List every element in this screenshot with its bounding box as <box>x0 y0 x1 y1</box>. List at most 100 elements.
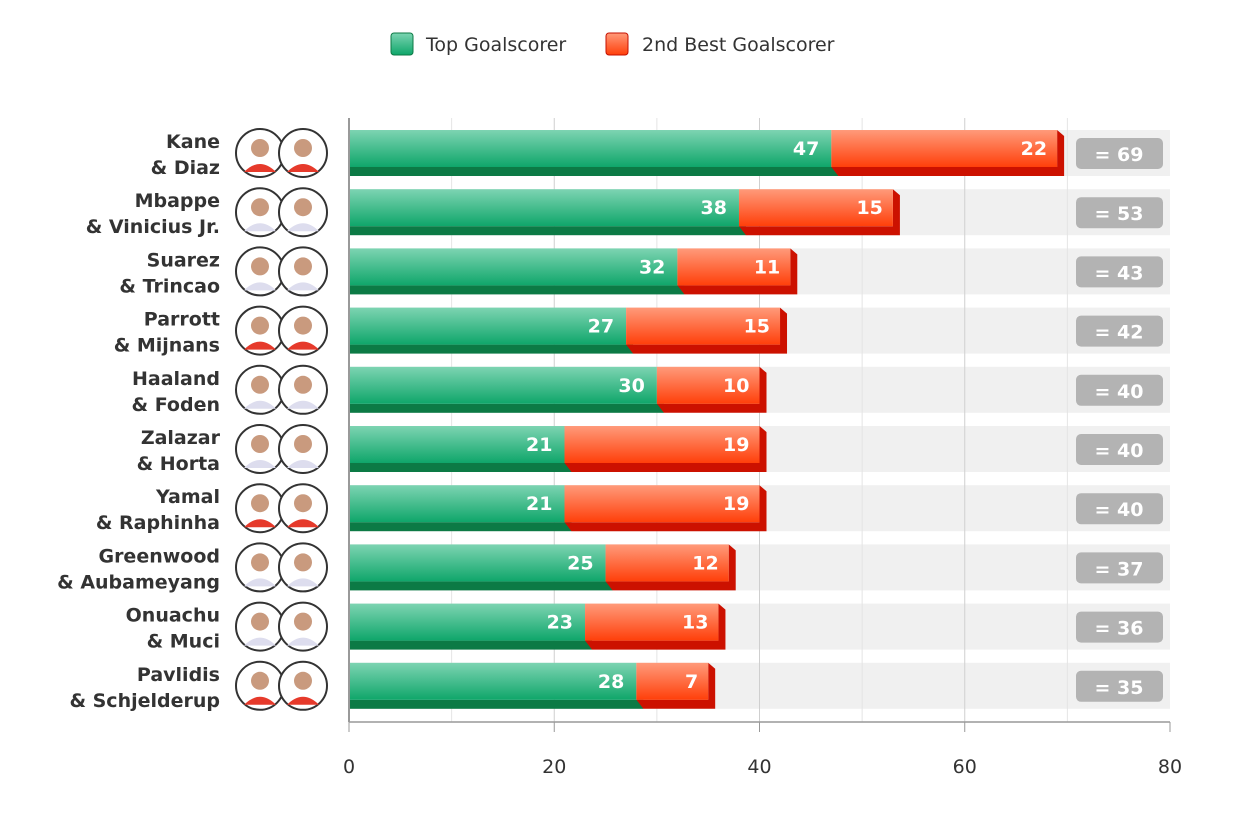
player-face-icon <box>294 375 312 394</box>
bar-top-goalscorer <box>349 544 606 582</box>
player-face-icon <box>294 198 312 217</box>
player-shirt-icon <box>287 578 319 587</box>
player-face-icon <box>251 257 269 276</box>
bar-top-shadow <box>349 285 685 295</box>
player-shirt-icon <box>287 519 319 528</box>
player-shirt-icon <box>287 696 319 705</box>
player-face-icon <box>251 198 269 217</box>
total-badge <box>1076 552 1163 584</box>
total-badge <box>1076 315 1163 347</box>
bar-row: Greenwood & Aubameyang 25 12 = 37 <box>57 542 1163 593</box>
bar-top-goalscorer <box>349 366 657 404</box>
legend-label-second: 2nd Best Goalscorer <box>642 34 835 56</box>
bar-top-shadow <box>349 640 593 650</box>
value-label-top: 32 <box>639 256 665 278</box>
total-label: = 43 <box>1095 262 1144 284</box>
total-badge <box>1076 256 1163 288</box>
player-shirt-icon <box>244 637 276 646</box>
player-face-icon <box>294 257 312 276</box>
total-label: = 69 <box>1095 144 1144 166</box>
player-shirt-icon <box>287 637 319 646</box>
value-label-top: 28 <box>598 671 624 693</box>
player-shirt-icon <box>244 696 276 705</box>
total-badge <box>1076 374 1163 406</box>
player-shirt-icon <box>244 282 276 291</box>
player-face-icon <box>251 612 269 631</box>
category-label: Pavlidis <box>137 664 220 686</box>
bar-second-goalscorer <box>564 426 760 463</box>
x-tick-label: 40 <box>747 756 771 778</box>
bar-top-goalscorer <box>349 603 586 641</box>
player-shirt-icon <box>244 400 276 409</box>
player-face-icon <box>294 494 312 513</box>
bar-second-goalscorer <box>626 307 781 345</box>
bar-second-shadow <box>585 603 726 650</box>
value-label-second: 11 <box>754 256 780 278</box>
value-label-second: 10 <box>723 375 749 397</box>
category-label: & Mijnans <box>114 335 220 357</box>
bar-top-goalscorer <box>349 248 678 286</box>
bar-second-shadow <box>677 248 798 295</box>
player-face-icon <box>294 316 312 335</box>
value-label-top: 47 <box>793 138 819 160</box>
player-face-icon <box>294 139 312 157</box>
value-label-second: 13 <box>682 612 708 634</box>
bar-row: Zalazar & Horta 21 19 = 40 <box>137 424 1163 475</box>
value-label-second: 22 <box>1021 138 1047 160</box>
category-label: & Muci <box>147 631 220 653</box>
player-shirt-icon <box>287 164 319 172</box>
player-face-icon <box>251 435 269 453</box>
total-badge <box>1076 197 1163 229</box>
value-label-top: 23 <box>547 612 573 634</box>
value-label-second: 15 <box>856 197 882 219</box>
x-tick-label: 0 <box>343 756 355 778</box>
value-label-second: 19 <box>723 434 749 456</box>
total-badge <box>1076 611 1163 643</box>
player-face-icon <box>294 435 312 453</box>
bar-second-goalscorer <box>585 603 719 641</box>
total-label: = 35 <box>1095 677 1144 699</box>
bar-row: Pavlidis & Schjelderup 28 7 = 35 <box>69 660 1163 712</box>
value-label-second: 19 <box>723 493 749 515</box>
total-label: = 36 <box>1095 618 1144 640</box>
player-shirt-icon <box>287 460 319 468</box>
value-label-second: 7 <box>685 671 698 693</box>
player-shirt-icon <box>244 341 276 350</box>
bar-second-goalscorer <box>605 544 729 582</box>
legend-swatch-top <box>390 32 414 56</box>
legend-label-top: Top Goalscorer <box>425 34 566 56</box>
bar-top-goalscorer <box>349 307 627 345</box>
total-badge <box>1076 434 1163 465</box>
bar-top-shadow <box>349 463 572 472</box>
category-label: Zalazar <box>141 427 221 449</box>
bar-top-goalscorer <box>349 485 565 523</box>
category-label: Parrott <box>144 309 220 331</box>
value-label-top: 38 <box>701 197 727 219</box>
bar-top-shadow <box>349 522 572 532</box>
value-label-second: 12 <box>692 552 718 574</box>
bar-second-shadow <box>656 366 767 413</box>
total-label: = 40 <box>1095 381 1144 403</box>
value-label-top: 21 <box>526 434 552 456</box>
category-label: & Vinicius Jr. <box>86 216 220 238</box>
bar-row: Parrott & Mijnans 27 15 = 42 <box>114 305 1163 357</box>
bar-top-goalscorer <box>349 189 739 227</box>
bar-second-shadow <box>626 307 788 354</box>
total-label: = 40 <box>1095 440 1144 462</box>
bar-top-shadow <box>349 403 664 413</box>
category-label: Kane <box>166 131 220 153</box>
x-tick-label: 60 <box>953 756 977 778</box>
bar-second-goalscorer <box>564 485 760 523</box>
category-label: & Horta <box>137 453 220 475</box>
total-badge <box>1076 493 1163 525</box>
bar-second-goalscorer <box>738 189 893 227</box>
player-shirt-icon <box>244 578 276 587</box>
legend: Top Goalscorer 2nd Best Goalscorer <box>390 32 835 56</box>
player-face-icon <box>251 494 269 513</box>
category-label: Onuachu <box>126 605 220 627</box>
bar-row: Haaland & Foden 30 10 = 40 <box>132 364 1163 416</box>
bar-row: Onuachu & Muci 23 13 = 36 <box>126 601 1163 653</box>
bar-top-shadow <box>349 167 839 176</box>
player-face-icon <box>251 553 269 572</box>
